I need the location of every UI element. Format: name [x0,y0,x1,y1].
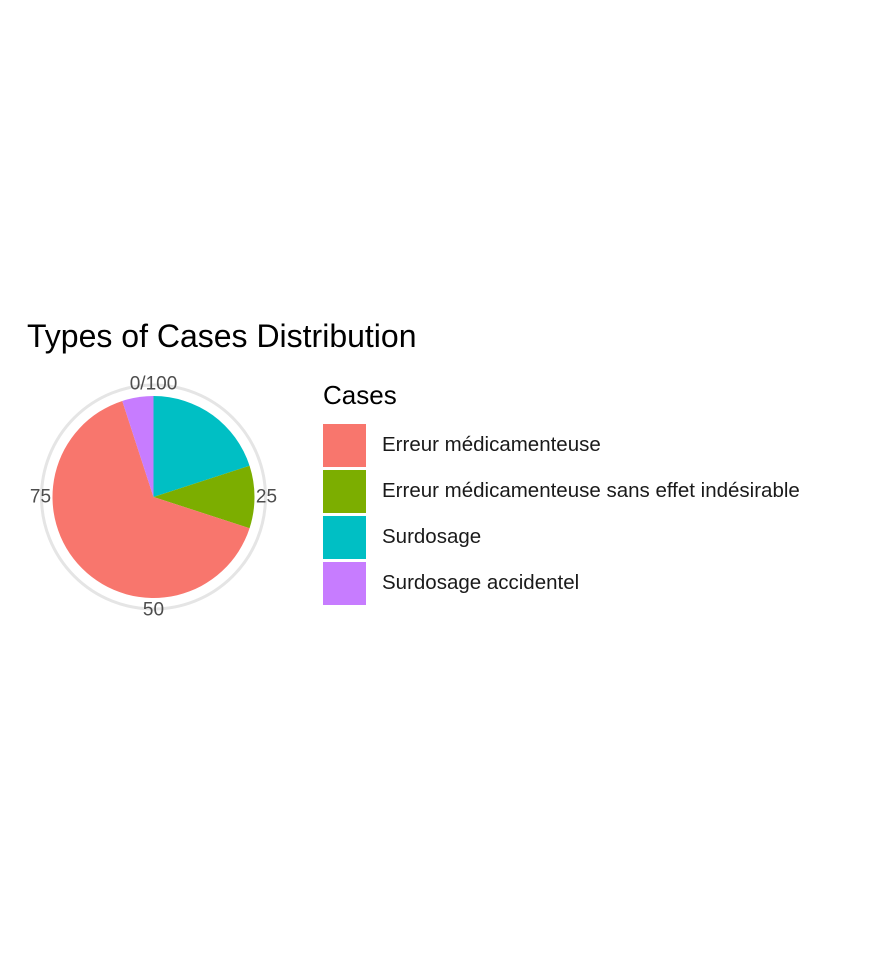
legend-swatch [323,423,366,467]
chart-title: Types of Cases Distribution [27,318,417,354]
legend-swatch [323,561,366,605]
pie-slice-3 [122,396,154,497]
legend-item: Surdosage accidentel [323,560,800,606]
pie-slice-2 [153,396,250,497]
legend-label: Surdosage [382,525,482,548]
legend-item: Surdosage [323,514,800,560]
legend-swatch [323,515,366,559]
polar-grid-ring [40,383,267,611]
legend-item: Erreur médicamenteuse sans effet indésir… [323,468,800,514]
pie-slice-1 [153,465,255,529]
angle-tick-label-3: 75 [30,487,51,508]
legend-label: Erreur médicamenteuse [382,433,601,456]
angle-tick-label-2: 50 [143,600,164,621]
pie-slice-0 [52,400,250,599]
legend-title: Cases [323,380,397,410]
legend-label: Surdosage accidentel [382,571,580,594]
angle-tick-label-1: 25 [256,487,277,508]
legend-swatch [323,469,366,513]
legend-label: Erreur médicamenteuse sans effet indésir… [382,479,800,502]
legend-item: Erreur médicamenteuse [323,422,800,468]
angle-tick-label-0: 0/100 [130,374,178,395]
legend: Cases Erreur médicamenteuse Erreur médica… [323,380,800,606]
